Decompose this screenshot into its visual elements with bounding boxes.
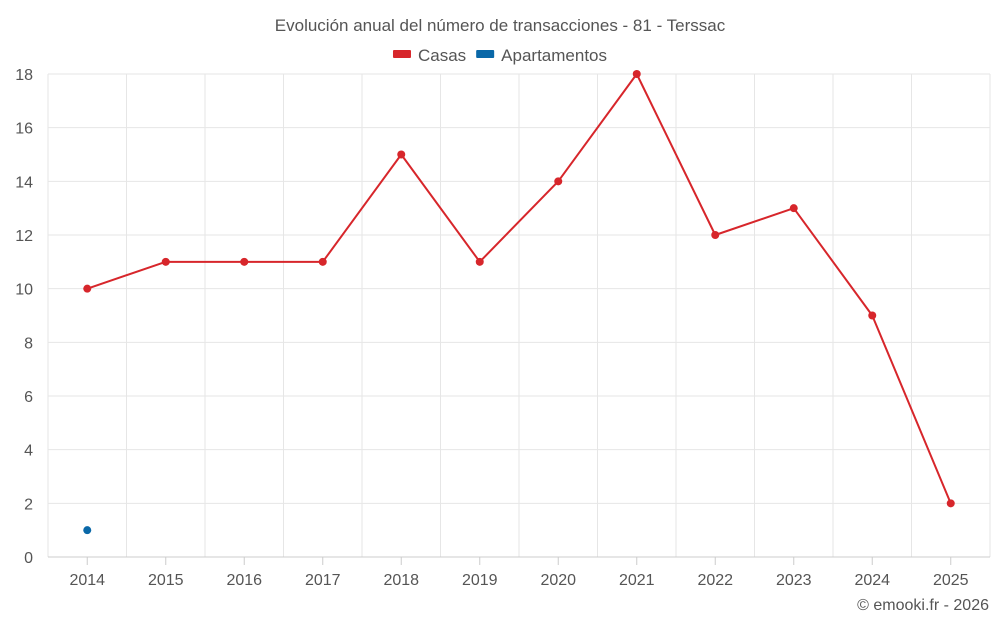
legend-label-apartamentos: Apartamentos xyxy=(501,46,607,65)
series-line-casas xyxy=(86,73,952,504)
y-tick-label: 10 xyxy=(15,282,33,299)
x-tick-label: 2015 xyxy=(148,572,184,589)
data-point-casas xyxy=(868,311,877,320)
y-tick-label: 2 xyxy=(24,496,33,513)
x-tick-label: 2016 xyxy=(226,572,262,589)
data-point-casas xyxy=(475,257,484,266)
series-layer xyxy=(83,70,955,535)
x-tick-label: 2020 xyxy=(540,572,576,589)
grid xyxy=(47,73,991,557)
data-point-casas xyxy=(789,204,798,213)
data-point-casas xyxy=(554,177,563,186)
y-tick-label: 6 xyxy=(24,389,33,406)
legend-label-casas: Casas xyxy=(418,46,466,65)
y-tick-label: 18 xyxy=(15,67,33,84)
legend-swatch-casas xyxy=(392,50,411,58)
data-point-casas xyxy=(83,284,92,293)
data-point-casas xyxy=(161,257,170,266)
y-tick-label: 16 xyxy=(15,121,33,138)
data-point-casas xyxy=(397,150,406,159)
y-tick-label: 4 xyxy=(24,443,33,460)
x-tick-label: 2019 xyxy=(462,572,498,589)
y-tick-label: 14 xyxy=(15,174,33,191)
x-tick-label: 2014 xyxy=(69,572,105,589)
credit-text: © emooki.fr - 2026 xyxy=(857,597,989,614)
legend-item-apartamentos: Apartamentos xyxy=(476,46,607,65)
y-tick-label: 12 xyxy=(15,228,33,245)
x-tick-label: 2018 xyxy=(383,572,419,589)
x-tick-label: 2025 xyxy=(933,572,969,589)
data-point-casas xyxy=(240,257,249,266)
y-tick-label: 8 xyxy=(24,335,33,352)
legend-item-casas: Casas xyxy=(392,46,466,65)
x-tick-label: 2024 xyxy=(854,572,890,589)
data-point-casas xyxy=(946,499,955,508)
legend-swatch-apartamentos xyxy=(476,50,495,58)
x-tick-label: 2023 xyxy=(776,572,812,589)
data-point-casas xyxy=(711,231,720,239)
data-point-casas xyxy=(318,257,327,266)
x-tick-label: 2022 xyxy=(697,572,733,589)
data-point-casas xyxy=(632,70,641,78)
legend: Casas Apartamentos xyxy=(392,46,607,65)
axes: 0 2 4 6 8 10 12 14 16 18 2014 2015 2016 2017 2018 2019 2… xyxy=(15,67,990,589)
y-tick-label: 0 xyxy=(24,550,33,567)
x-tick-label: 2021 xyxy=(619,572,655,589)
data-point-apartamentos xyxy=(83,526,92,535)
chart-title: Evolución anual del número de transaccio… xyxy=(275,16,726,35)
x-tick-label: 2017 xyxy=(305,572,341,589)
